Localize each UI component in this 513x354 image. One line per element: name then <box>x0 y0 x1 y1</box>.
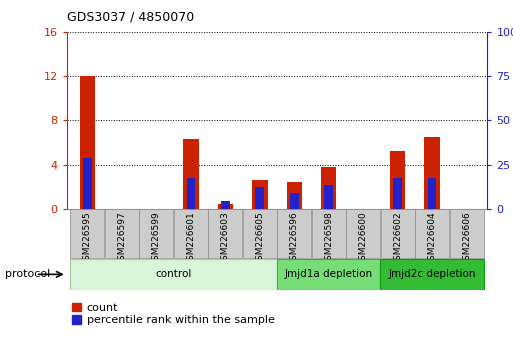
Text: GDS3037 / 4850070: GDS3037 / 4850070 <box>67 10 194 23</box>
Legend: count, percentile rank within the sample: count, percentile rank within the sample <box>72 303 274 325</box>
Bar <box>255 187 264 209</box>
FancyBboxPatch shape <box>450 209 484 258</box>
Bar <box>390 152 405 209</box>
Bar <box>221 201 230 209</box>
Bar <box>428 178 437 209</box>
Bar <box>183 139 199 209</box>
FancyBboxPatch shape <box>346 209 380 258</box>
Text: GSM226596: GSM226596 <box>290 211 299 266</box>
Bar <box>324 184 333 209</box>
Bar <box>80 76 95 209</box>
Text: protocol: protocol <box>5 269 50 279</box>
Text: control: control <box>155 269 192 279</box>
Text: GSM226602: GSM226602 <box>393 211 402 266</box>
FancyBboxPatch shape <box>243 209 277 258</box>
Bar <box>218 205 233 209</box>
FancyBboxPatch shape <box>381 209 415 258</box>
Text: GSM226597: GSM226597 <box>117 211 126 266</box>
FancyBboxPatch shape <box>140 209 173 258</box>
Text: GSM226598: GSM226598 <box>324 211 333 266</box>
Text: GSM226595: GSM226595 <box>83 211 92 266</box>
Bar <box>290 193 299 209</box>
FancyBboxPatch shape <box>381 259 484 290</box>
FancyBboxPatch shape <box>208 209 242 258</box>
Bar <box>286 182 302 209</box>
Bar <box>187 178 195 209</box>
FancyBboxPatch shape <box>277 259 381 290</box>
Bar <box>424 137 440 209</box>
Text: GSM226603: GSM226603 <box>221 211 230 266</box>
FancyBboxPatch shape <box>312 209 346 258</box>
FancyBboxPatch shape <box>278 209 311 258</box>
Text: Jmjd2c depletion: Jmjd2c depletion <box>388 269 476 279</box>
FancyBboxPatch shape <box>70 259 277 290</box>
Text: GSM226604: GSM226604 <box>428 211 437 266</box>
Text: GSM226600: GSM226600 <box>359 211 368 266</box>
Bar <box>393 178 402 209</box>
FancyBboxPatch shape <box>416 209 449 258</box>
Bar <box>83 158 92 209</box>
Text: GSM226601: GSM226601 <box>186 211 195 266</box>
Bar <box>321 167 337 209</box>
FancyBboxPatch shape <box>105 209 139 258</box>
Bar <box>252 180 268 209</box>
Text: GSM226605: GSM226605 <box>255 211 264 266</box>
FancyBboxPatch shape <box>174 209 208 258</box>
FancyBboxPatch shape <box>70 209 104 258</box>
Text: Jmjd1a depletion: Jmjd1a depletion <box>285 269 373 279</box>
Text: GSM226606: GSM226606 <box>462 211 471 266</box>
Text: GSM226599: GSM226599 <box>152 211 161 266</box>
